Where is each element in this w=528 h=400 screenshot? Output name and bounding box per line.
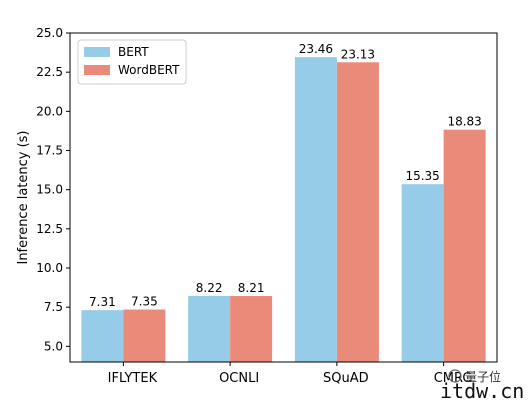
y-tick-label: 20.0 bbox=[36, 104, 63, 118]
y-axis-title: Inference latency (s) bbox=[16, 130, 31, 264]
bars-layer bbox=[81, 57, 486, 363]
legend-label: WordBERT bbox=[118, 63, 180, 77]
data-label: 8.21 bbox=[238, 281, 265, 295]
y-tick-label: 17.5 bbox=[36, 144, 63, 158]
watermark: 量子位 itdw.cn bbox=[440, 369, 524, 400]
bar-bert-iflytek bbox=[81, 310, 124, 362]
y-axis: 5.0 7.5 10.0 12.5 15.0 17.5 20.0 22.5 25.0 bbox=[36, 26, 70, 353]
watermark-text: 量子位 bbox=[465, 369, 501, 384]
y-tick-label: 10.0 bbox=[36, 261, 63, 275]
category-label: IFLYTEK bbox=[108, 371, 158, 386]
bar-wordbert-iflytek bbox=[123, 309, 166, 362]
category-label: SQuAD bbox=[323, 371, 369, 386]
watermark-logo-icon bbox=[448, 369, 462, 383]
data-label: 8.22 bbox=[196, 281, 223, 295]
watermark-url: itdw.cn bbox=[440, 379, 524, 400]
plot-frame bbox=[69, 32, 498, 363]
bar-bert-squad bbox=[294, 57, 337, 362]
category-label: OCNLI bbox=[219, 371, 259, 386]
data-label: 7.31 bbox=[89, 295, 116, 309]
bar-wordbert-squad bbox=[336, 62, 379, 363]
y-tick-label: 22.5 bbox=[36, 65, 63, 79]
bar-bert-cmrc bbox=[401, 184, 444, 362]
legend: BERT WordBERT bbox=[77, 39, 187, 85]
y-tick-label: 7.5 bbox=[44, 300, 63, 314]
data-label: 7.35 bbox=[131, 295, 158, 309]
data-label: 23.46 bbox=[299, 42, 333, 56]
legend-swatch bbox=[84, 65, 110, 75]
bar-wordbert-cmrc bbox=[443, 129, 486, 362]
legend-label: BERT bbox=[118, 45, 149, 59]
y-tick-label: 12.5 bbox=[36, 222, 63, 236]
data-label: 23.13 bbox=[341, 47, 375, 61]
bar-bert-ocnli bbox=[188, 295, 231, 362]
data-labels-layer: 7.31 7.35 8.22 8.21 23.46 23.13 15.35 18.83 bbox=[89, 42, 482, 309]
category-label: CMRC bbox=[434, 371, 472, 386]
y-tick-label: 5.0 bbox=[44, 339, 63, 353]
bar-wordbert-ocnli bbox=[230, 296, 273, 362]
x-axis: IFLYTEK OCNLI SQuAD CMRC bbox=[108, 362, 472, 386]
legend-swatch bbox=[84, 47, 110, 57]
data-label: 18.83 bbox=[447, 115, 481, 129]
y-tick-label: 15.0 bbox=[36, 183, 63, 197]
y-tick-label: 25.0 bbox=[36, 26, 63, 40]
data-label: 15.35 bbox=[405, 169, 439, 183]
